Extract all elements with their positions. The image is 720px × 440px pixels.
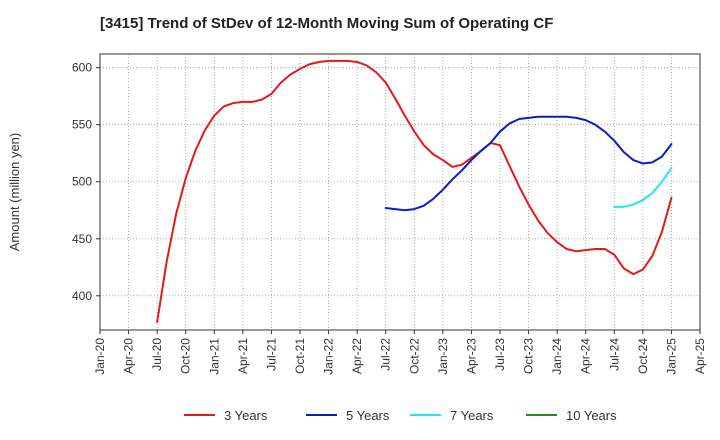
x-tick-label: Jan-24 <box>550 338 564 375</box>
x-tick-label: Apr-22 <box>350 338 364 374</box>
x-tick-label: Oct-21 <box>293 338 307 374</box>
legend-label: 7 Years <box>450 408 494 423</box>
x-tick-label: Apr-20 <box>122 338 136 374</box>
series-layer <box>156 59 673 324</box>
x-tick-label: Jul-20 <box>150 338 164 371</box>
x-tick-label: Jul-22 <box>379 338 393 371</box>
x-tick-label: Oct-24 <box>636 338 650 374</box>
y-tick-label: 500 <box>72 175 92 189</box>
x-axis: Jan-20 Apr-20 Jul-20 Oct-20 Jan-21 Apr-21 Jul-… <box>93 330 707 375</box>
x-tick-label: Jul-23 <box>493 338 507 371</box>
x-tick-label: Jul-21 <box>264 338 278 371</box>
plot-frame <box>99 53 701 331</box>
x-tick-label: Oct-23 <box>522 338 536 374</box>
legend: 3 Years 5 Years 7 Years 10 Years <box>184 408 617 423</box>
x-tick-label: Oct-20 <box>179 338 193 374</box>
y-axis: 400 450 500 550 600 <box>72 61 100 303</box>
x-tick-label: Apr-25 <box>693 338 707 374</box>
grid <box>99 54 701 330</box>
x-tick-label: Jan-23 <box>436 338 450 375</box>
x-tick-label: Jan-25 <box>664 338 678 375</box>
series-line-3-years <box>156 59 673 324</box>
y-tick-label: 550 <box>72 118 92 132</box>
legend-item: 10 Years <box>526 408 617 423</box>
x-tick-label: Apr-24 <box>579 338 593 374</box>
x-tick-label: Oct-22 <box>407 338 421 374</box>
legend-label: 3 Years <box>224 408 268 423</box>
x-tick-label: Apr-21 <box>236 338 250 374</box>
x-tick-label: Apr-23 <box>464 338 478 374</box>
y-tick-label: 450 <box>72 232 92 246</box>
x-tick-label: Jan-21 <box>207 338 221 375</box>
y-axis-label: Amount (million yen) <box>7 133 22 252</box>
x-tick-label: Jul-24 <box>607 338 621 371</box>
legend-item: 7 Years <box>410 408 494 423</box>
legend-label: 10 Years <box>566 408 617 423</box>
y-tick-label: 400 <box>72 289 92 303</box>
series-line-7-years <box>613 167 673 208</box>
legend-item: 3 Years <box>184 408 268 423</box>
y-tick-label: 600 <box>72 61 92 75</box>
series-line-5-years <box>384 115 673 212</box>
chart-title: [3415] Trend of StDev of 12-Month Moving… <box>100 15 553 32</box>
x-tick-label: Jan-22 <box>322 338 336 375</box>
legend-label: 5 Years <box>346 408 390 423</box>
legend-item: 5 Years <box>306 408 390 423</box>
x-tick-label: Jan-20 <box>93 338 107 375</box>
